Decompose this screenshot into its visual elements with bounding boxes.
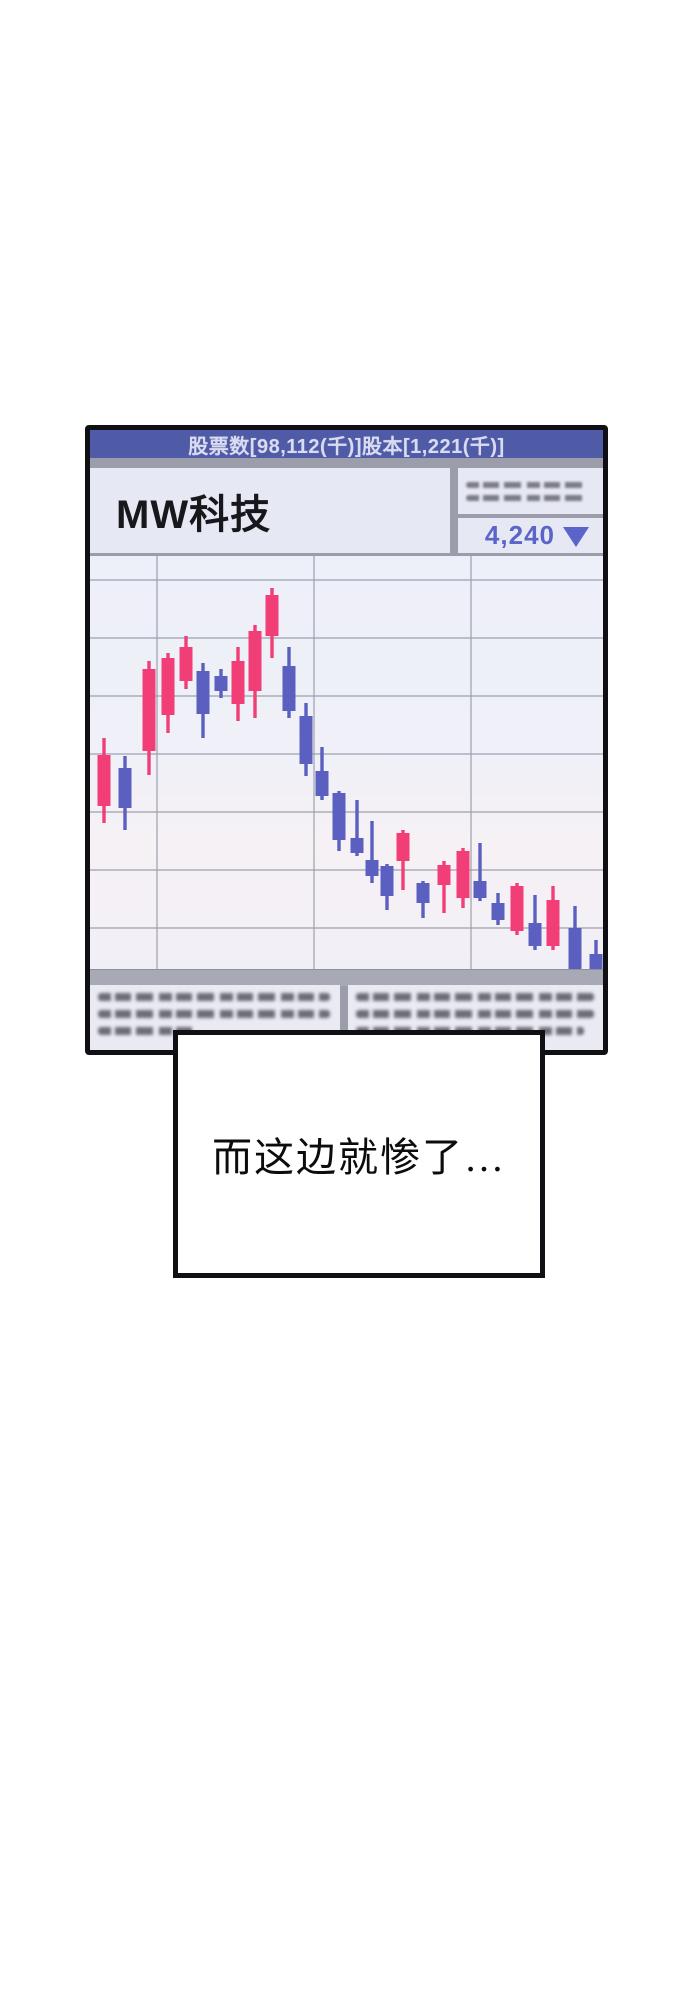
price-down-triangle-icon xyxy=(563,526,589,547)
share-stats-banner: 股票数[98,112(千)]股本[1,221(千)] xyxy=(90,430,603,458)
quote-column: 4,240 xyxy=(458,468,603,553)
blurred-text-line xyxy=(356,1010,594,1018)
speech-bubble: 而这边就惨了… xyxy=(173,1030,545,1278)
candlestick-svg xyxy=(90,556,603,969)
blurred-text-line xyxy=(98,1010,330,1018)
current-price: 4,240 xyxy=(484,520,555,550)
blurred-text-line xyxy=(98,1027,194,1035)
blurred-text-line xyxy=(98,993,330,1001)
quote-header-row: MW科技 4,240 xyxy=(90,468,603,553)
candlestick-chart xyxy=(90,556,603,969)
share-stats-text: 股票数[98,112(千)]股本[1,221(千)] xyxy=(188,435,505,458)
blurred-text-line xyxy=(466,481,584,488)
price-dropdown[interactable]: 4,240 xyxy=(458,518,603,553)
quote-info-cell xyxy=(458,468,603,514)
blurred-text-line xyxy=(466,494,584,501)
chart-scrollbar[interactable] xyxy=(90,969,603,986)
trading-app-panel: 股票数[98,112(千)]股本[1,221(千)] MW科技 4,240 xyxy=(85,425,608,1055)
blurred-text-line xyxy=(356,993,594,1001)
stock-name-cell: MW科技 xyxy=(90,468,450,553)
speech-text: 而这边就惨了… xyxy=(212,1135,506,1180)
stock-name: MW科技 xyxy=(116,492,272,537)
